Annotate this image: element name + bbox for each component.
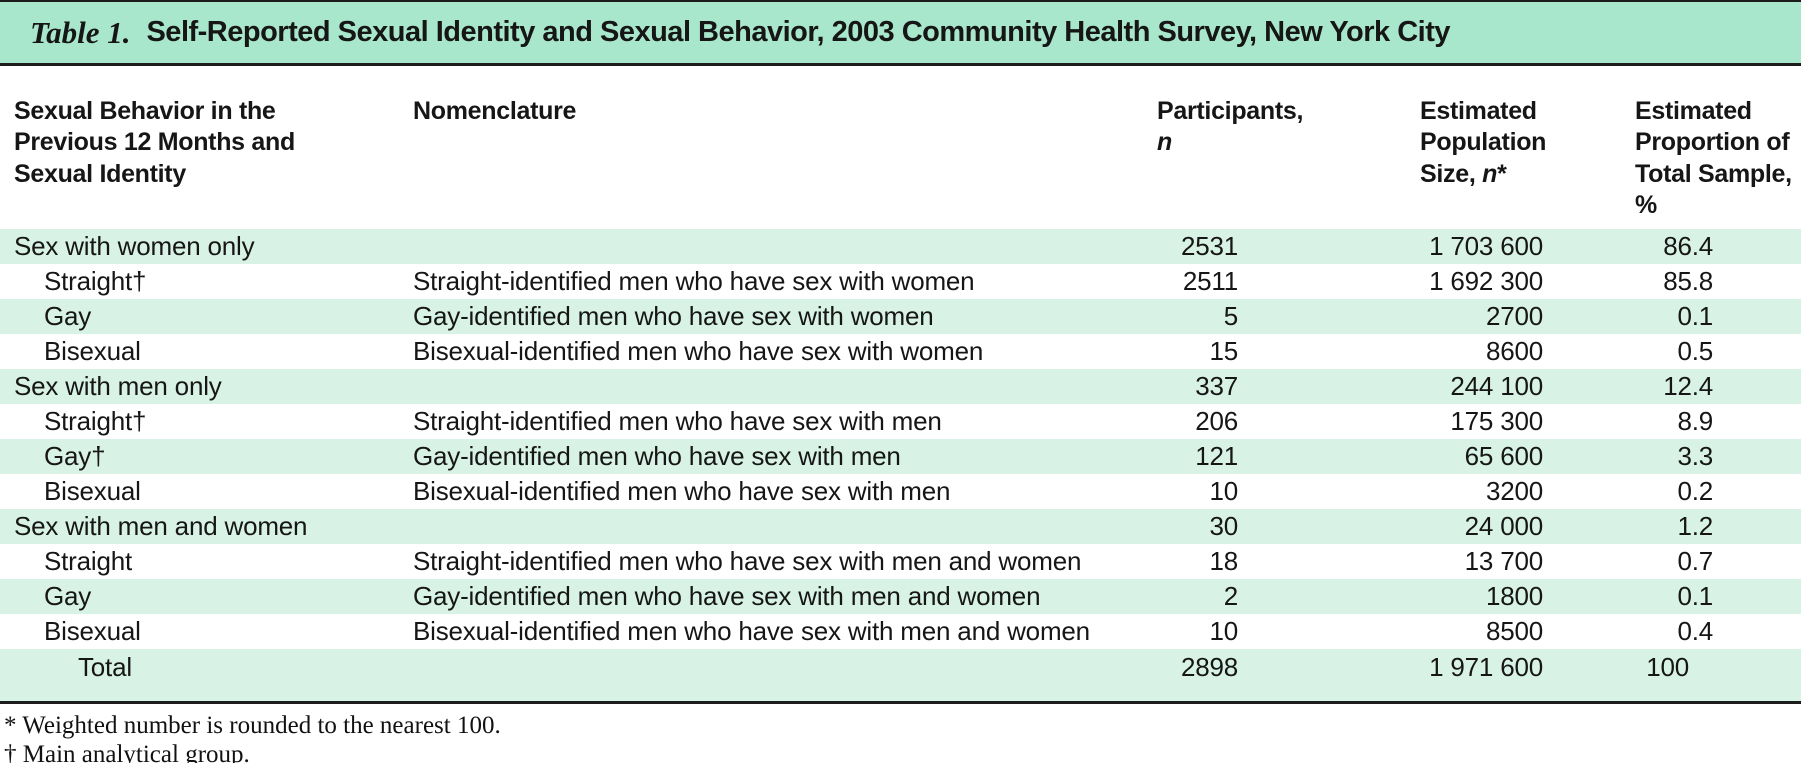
table-title: Self-Reported Sexual Identity and Sexual… [146,16,1450,48]
footnote-dagger: † Main analytical group. [4,741,250,763]
population-asterisk: * [1497,159,1507,188]
table-row: Bisexual Bisexual-identified men who have… [0,614,1801,649]
table-row: Straight Straight-identified men who have… [0,544,1801,579]
row-population: 244 100 [1450,371,1543,401]
table-row: Sex with men only 337 244 100 12.4 [0,369,1801,404]
row-nomenclature: Gay-identified men who have sex with men [413,441,901,471]
row-population: 1 971 600 [1429,652,1543,682]
row-label: Straight† [44,266,147,296]
table-row: Sex with men and women 30 24 000 1.2 [0,509,1801,544]
column-header-participants: Participants, n [1157,96,1420,229]
row-nomenclature: Bisexual-identified men who have sex wit… [413,336,984,366]
table-title-bar: Table 1. Self-Reported Sexual Identity a… [0,0,1801,66]
row-population: 1800 [1485,581,1543,611]
row-participants: 2511 [1182,266,1238,296]
row-proportion: 100 [1646,652,1689,682]
row-nomenclature: Bisexual-identified men who have sex wit… [413,476,951,506]
table-row: Gay Gay-identified men who have sex with … [0,299,1801,334]
table-row: Bisexual Bisexual-identified men who have… [0,474,1801,509]
row-label: Straight [44,546,133,576]
row-label: Sex with men and women [14,511,308,541]
table-row: Sex with women only 2531 1 703 600 86.4 [0,229,1801,264]
row-population: 13 700 [1464,546,1544,576]
row-proportion: 0.1 [1677,581,1713,611]
row-participants: 2 [1223,581,1238,611]
row-population: 8500 [1485,616,1543,646]
row-population: 24 000 [1464,511,1544,541]
row-proportion: 0.5 [1677,336,1713,366]
row-label: Bisexual [44,616,141,646]
row-label: Sex with men only [14,371,222,401]
row-label: Gay [44,301,92,331]
table-row: Gay† Gay-identified men who have sex with… [0,439,1801,474]
row-proportion: 85.8 [1663,266,1713,296]
row-proportion: 12.4 [1663,371,1713,401]
row-participants: 10 [1209,616,1238,646]
row-participants: 2531 [1180,231,1238,261]
table-row: Straight† Straight-identified men who hav… [0,404,1801,439]
column-header-proportion: Estimated Proportion of Total Sample, % [1635,97,1792,219]
table-row: Bisexual Bisexual-identified men who have… [0,334,1801,369]
footnote-asterisk: * Weighted number is rounded to the near… [4,712,501,739]
row-label: Straight† [44,406,147,436]
table-body: Sex with women only 2531 1 703 600 86.4 Stra… [0,229,1801,701]
row-participants: 18 [1209,546,1238,576]
row-population: 1 692 300 [1429,266,1543,296]
column-header-population: Estimated Population Size, n* [1420,96,1635,229]
row-population: 2700 [1485,301,1543,331]
column-headers: Sexual Behavior in the Previous 12 Month… [0,66,1801,229]
row-participants: 337 [1195,371,1238,401]
row-nomenclature: Gay-identified men who have sex with wom… [413,301,934,331]
row-participants: 30 [1209,511,1238,541]
row-nomenclature: Bisexual-identified men who have sex wit… [413,616,1090,646]
column-header-behavior: Sexual Behavior in the Previous 12 Month… [14,97,295,188]
row-proportion: 86.4 [1663,231,1713,261]
row-nomenclature: Straight-identified men who have sex wit… [413,266,975,296]
row-label: Gay† [44,441,106,471]
column-header-nomenclature: Nomenclature [413,97,577,125]
table-bottom-rule [0,701,1801,704]
row-nomenclature: Straight-identified men who have sex wit… [413,546,1082,576]
row-label: Total [78,652,132,682]
table-row: Gay Gay-identified men who have sex with … [0,579,1801,614]
row-proportion: 1.2 [1677,511,1713,541]
participants-n-symbol: n [1157,128,1172,157]
population-n-symbol: n [1482,159,1498,188]
row-population: 175 300 [1450,406,1543,436]
row-label: Bisexual [44,336,141,366]
row-proportion: 3.3 [1677,441,1713,471]
row-proportion: 0.1 [1677,301,1713,331]
row-proportion: 0.2 [1677,476,1713,506]
row-proportion: 0.7 [1677,546,1713,576]
participants-header-text: Participants, [1157,97,1304,125]
footnotes: * Weighted number is rounded to the near… [0,704,1801,763]
table-row: Straight† Straight-identified men who hav… [0,264,1801,299]
row-population: 8600 [1485,336,1543,366]
table-row-total: Total 2898 1 971 600 100 [0,649,1801,701]
population-header-text: Estimated Population Size, [1420,97,1547,188]
row-population: 1 703 600 [1429,231,1543,261]
row-population: 3200 [1485,476,1543,506]
row-participants: 5 [1223,301,1238,331]
row-label: Gay [44,581,92,611]
row-participants: 2898 [1180,652,1238,682]
table-number-label: Table 1. [30,14,131,50]
row-nomenclature: Gay-identified men who have sex with men… [413,581,1041,611]
row-population: 65 600 [1464,441,1544,471]
row-nomenclature: Straight-identified men who have sex wit… [413,406,942,436]
row-proportion: 0.4 [1677,616,1713,646]
row-participants: 10 [1209,476,1238,506]
row-participants: 15 [1209,336,1238,366]
row-participants: 206 [1195,406,1238,436]
row-participants: 121 [1195,441,1238,471]
row-label: Sex with women only [14,231,255,261]
row-label: Bisexual [44,476,141,506]
row-proportion: 8.9 [1677,406,1713,436]
